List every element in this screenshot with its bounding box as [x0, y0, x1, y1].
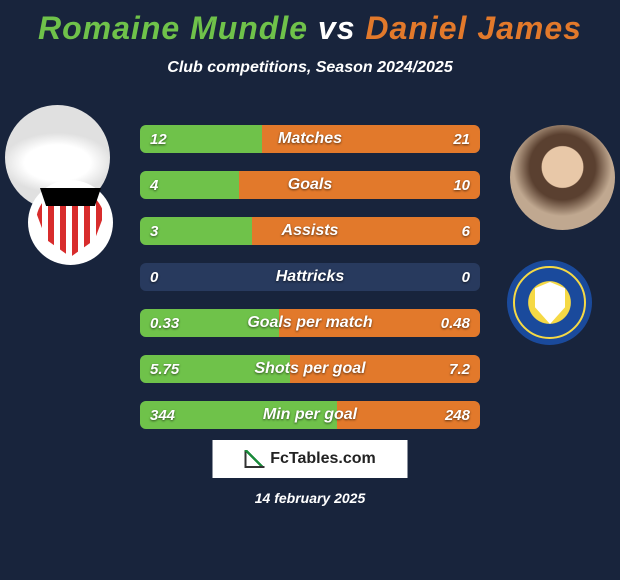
chart-icon — [244, 450, 264, 468]
player2-club-logo — [507, 260, 592, 345]
stats-bars: 1221Matches 410Goals 36Assists 00Hattricks 0… — [140, 125, 480, 447]
stat-label: Hattricks — [140, 263, 480, 291]
footer-brand-text: FcTables.com — [270, 450, 376, 468]
page-title: Romaine Mundle vs Daniel James — [0, 10, 620, 47]
player1-club-logo — [28, 180, 113, 265]
stat-label: Min per goal — [140, 401, 480, 429]
title-vs: vs — [318, 10, 356, 46]
stat-row: 0.330.48Goals per match — [140, 309, 480, 337]
stat-row: 36Assists — [140, 217, 480, 245]
title-player1: Romaine Mundle — [38, 10, 308, 46]
title-player2: Daniel James — [365, 10, 582, 46]
stat-row: 5.757.2Shots per goal — [140, 355, 480, 383]
player2-avatar — [510, 125, 615, 230]
subtitle: Club competitions, Season 2024/2025 — [0, 59, 620, 77]
avatar-placeholder-icon — [510, 125, 615, 230]
stat-row: 344248Min per goal — [140, 401, 480, 429]
stat-row: 1221Matches — [140, 125, 480, 153]
stat-label: Matches — [140, 125, 480, 153]
stat-label: Shots per goal — [140, 355, 480, 383]
footer-brand: FcTables.com — [213, 440, 408, 478]
comparison-infographic: Romaine Mundle vs Daniel James Club comp… — [0, 0, 620, 580]
stat-label: Assists — [140, 217, 480, 245]
stat-label: Goals — [140, 171, 480, 199]
stat-row: 00Hattricks — [140, 263, 480, 291]
stat-label: Goals per match — [140, 309, 480, 337]
footer-date: 14 february 2025 — [0, 490, 620, 506]
stat-row: 410Goals — [140, 171, 480, 199]
